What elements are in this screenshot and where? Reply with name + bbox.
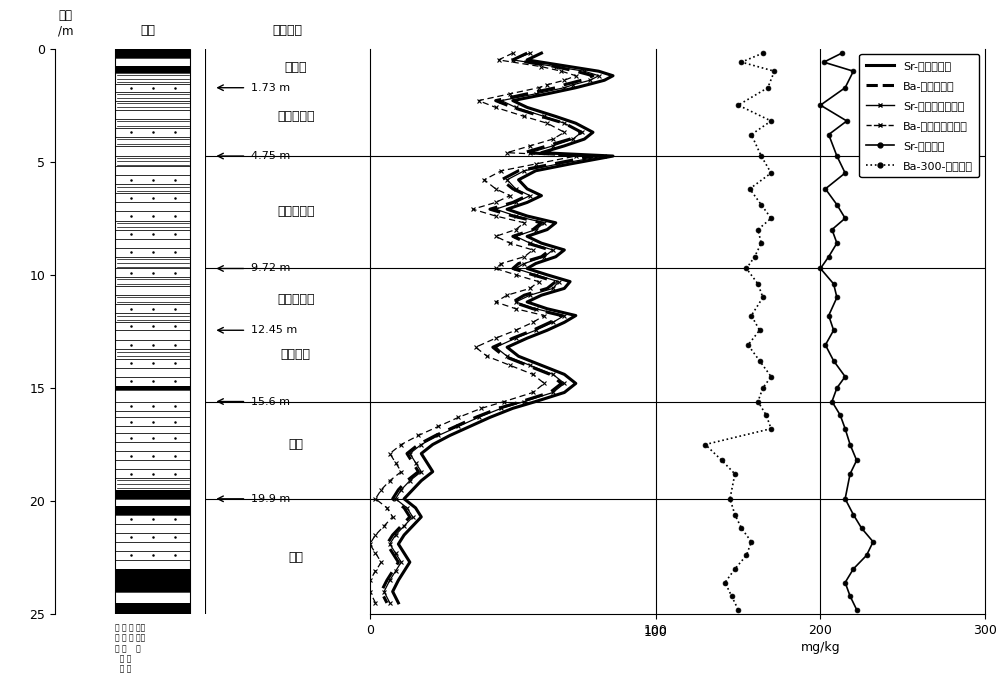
Bar [115,490,190,499]
Text: 前三角洲: 前三角洲 [281,348,311,360]
Bar [115,426,190,433]
Text: 三角洲前缘: 三角洲前缘 [277,293,314,306]
Bar [115,313,190,322]
Bar [115,350,190,359]
Bar [115,110,190,119]
Bar [115,101,190,110]
Text: 潮嵊: 潮嵊 [288,551,303,564]
Bar [115,451,190,460]
Bar [115,368,190,377]
Bar [115,330,190,341]
Bar [115,230,190,239]
Text: 决口扇: 决口扇 [284,61,307,74]
Bar [115,560,190,569]
Bar [115,533,190,542]
Bar [115,194,190,203]
Text: 4.75 m: 4.75 m [251,151,291,161]
Text: 三角洲侧缘: 三角洲侧缘 [277,205,314,218]
Bar [115,386,190,390]
Bar [115,515,190,524]
Bar [115,128,190,137]
Bar [115,402,190,411]
Bar [115,524,190,533]
Bar [115,359,190,368]
Bar [115,417,190,426]
Bar [115,499,190,506]
Text: 12.45 m: 12.45 m [251,325,298,335]
Bar [115,478,190,490]
Bar [115,569,190,591]
Bar [115,460,190,469]
Bar [115,49,190,614]
Bar [115,212,190,221]
Bar [115,176,190,185]
Bar [115,322,190,330]
Bar [115,603,190,614]
Bar [115,295,190,304]
Bar [115,167,190,176]
Text: 粉 黏 粉 极细
砂 土 砂 细砂
质 质    砂
  黏 粉
  土 砂: 粉 黏 粉 极细 砂 土 砂 细砂 质 质 砂 黏 粉 土 砂 [115,623,145,674]
Bar [115,119,190,128]
Bar [115,469,190,478]
Bar [115,433,190,442]
Text: 陆架: 陆架 [288,438,303,451]
Bar [115,591,190,603]
Bar [115,185,190,194]
Text: 深度
/m: 深度 /m [58,9,74,37]
Bar [115,304,190,313]
Bar [115,390,190,402]
Legend: Sr-本专利方法, Ba-本专利方法, Sr-已授权专利方法, Ba-已授权专利方法, Sr-传统方法, Ba-300-传统方法: Sr-本专利方法, Ba-本专利方法, Sr-已授权专利方法, Ba-已授权专利… [859,54,979,178]
Bar [115,74,190,84]
Bar [115,84,190,92]
Bar [115,221,190,230]
Bar [115,156,190,167]
Bar [115,239,190,248]
Bar [115,269,190,277]
Bar [115,92,190,101]
Bar [115,146,190,156]
Bar [115,137,190,146]
Bar [115,286,190,295]
Bar [115,49,190,58]
Bar [115,257,190,269]
Text: 沉积环境: 沉积环境 [272,24,302,37]
Bar [115,341,190,350]
Bar [115,203,190,212]
Bar [115,58,190,65]
Bar [115,248,190,257]
Text: 19.9 m: 19.9 m [251,494,291,504]
Text: 1.73 m: 1.73 m [251,83,290,93]
Bar [115,377,190,386]
Bar [115,542,190,551]
Bar [115,411,190,417]
Text: 100: 100 [644,625,668,638]
Bar [115,65,190,74]
Bar [115,442,190,451]
Text: 三角洲前缘: 三角洲前缘 [277,110,314,123]
Text: 15.6 m: 15.6 m [251,396,290,407]
Bar [115,551,190,560]
Text: 9.72 m: 9.72 m [251,264,291,273]
Bar [115,277,190,286]
X-axis label: mg/kg: mg/kg [801,641,840,654]
Bar [115,506,190,515]
Text: 岩性: 岩性 [141,24,156,37]
